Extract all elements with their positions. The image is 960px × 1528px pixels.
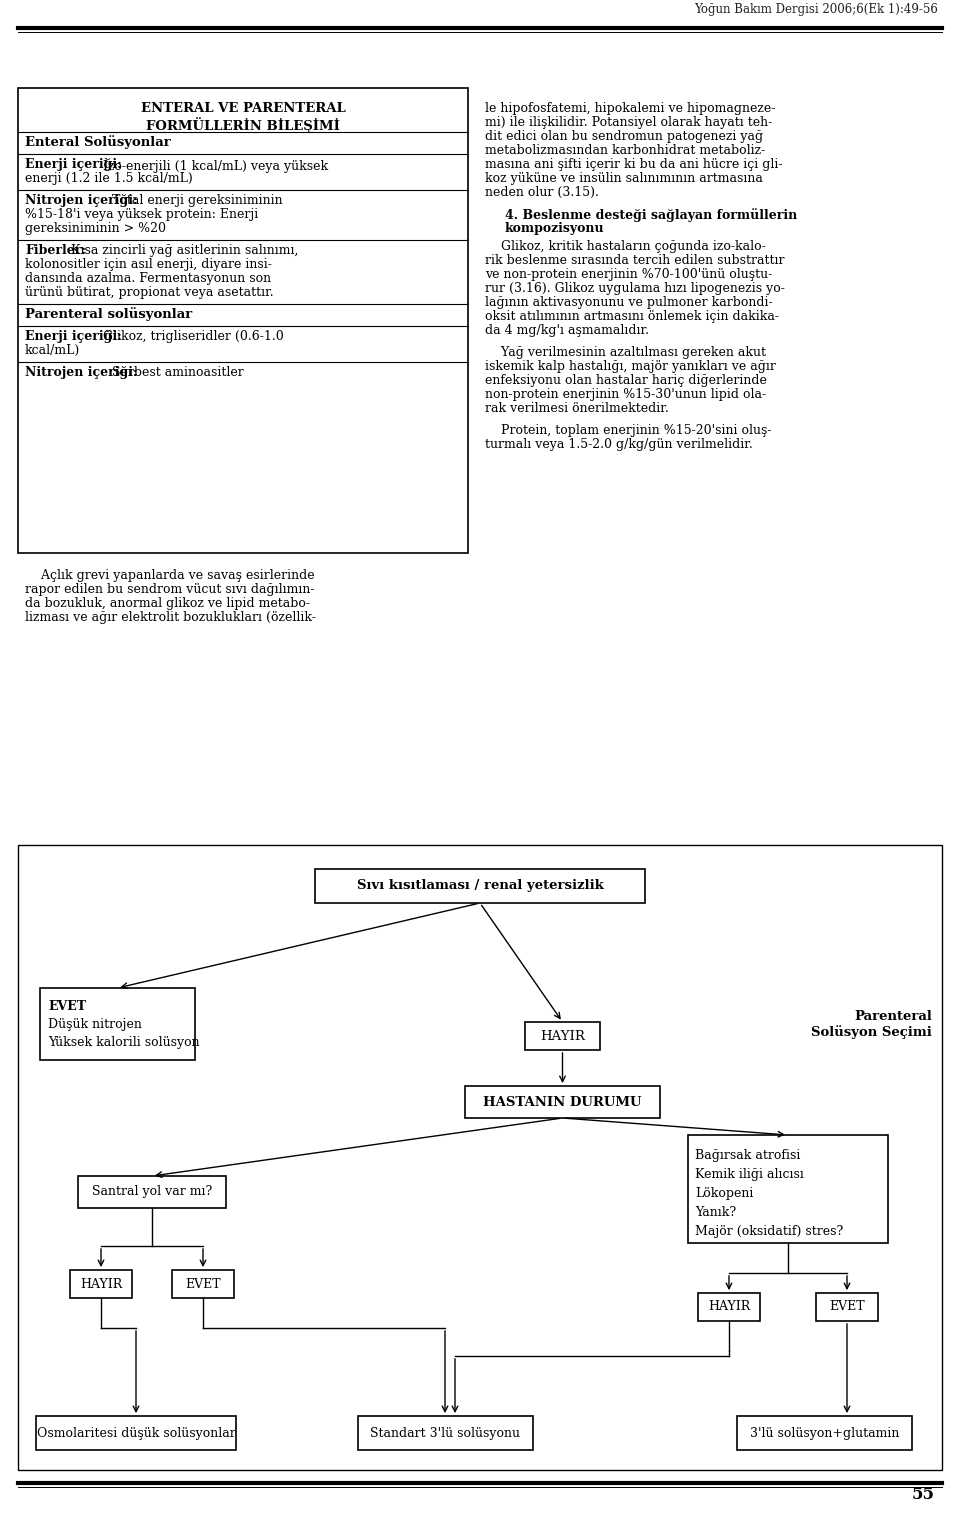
Text: Parenteral solüsyonlar: Parenteral solüsyonlar	[25, 307, 192, 321]
Text: da 4 mg/kg'ı aşmamalıdır.: da 4 mg/kg'ı aşmamalıdır.	[485, 324, 649, 338]
Text: lizması ve ağır elektrolit bozuklukları (özellik-: lizması ve ağır elektrolit bozuklukları …	[25, 611, 316, 623]
Text: kolonositler için asıl enerji, diyare insi-: kolonositler için asıl enerji, diyare in…	[25, 258, 272, 270]
Text: metabolizmasından karbonhidrat metaboliz-: metabolizmasından karbonhidrat metaboliz…	[485, 144, 765, 157]
Text: oksit atılımının artmasını önlemek için dakika-: oksit atılımının artmasını önlemek için …	[485, 310, 779, 322]
Text: ENTERAL VE PARENTERAL: ENTERAL VE PARENTERAL	[140, 102, 346, 115]
Text: masına ani şifti içerir ki bu da ani hücre içi gli-: masına ani şifti içerir ki bu da ani hüc…	[485, 157, 782, 171]
Text: 55: 55	[912, 1487, 935, 1504]
Text: Kısa zincirli yağ asitlerinin salınımı,: Kısa zincirli yağ asitlerinin salınımı,	[71, 244, 299, 257]
Text: Enteral Solüsyonlar: Enteral Solüsyonlar	[25, 134, 171, 148]
Text: Yanık?: Yanık?	[695, 1206, 736, 1219]
Text: dansında azalma. Fermentasyonun son: dansında azalma. Fermentasyonun son	[25, 272, 271, 286]
Bar	[737, 1416, 912, 1450]
Bar	[315, 869, 645, 903]
Text: rur (3.16). Glikoz uygulama hızı lipogenezis yo-: rur (3.16). Glikoz uygulama hızı lipogen…	[485, 283, 785, 295]
Text: mi) ile ilişkilidir. Potansiyel olarak hayatı teh-: mi) ile ilişkilidir. Potansiyel olarak h…	[485, 116, 772, 128]
Bar	[688, 1135, 888, 1242]
Bar	[525, 1022, 600, 1050]
Bar	[78, 1177, 226, 1209]
Text: Sıvı kısıtlaması / renal yetersizlik: Sıvı kısıtlaması / renal yetersizlik	[356, 880, 604, 892]
Text: EVET: EVET	[48, 999, 86, 1013]
Text: HAYIR: HAYIR	[540, 1030, 585, 1042]
Text: Protein, toplam enerjinin %15-20'sini oluş-: Protein, toplam enerjinin %15-20'sini ol…	[485, 423, 772, 437]
Text: Osmolaritesi düşük solüsyonlar: Osmolaritesi düşük solüsyonlar	[36, 1427, 235, 1439]
Text: Yüksek kalorili solüsyon: Yüksek kalorili solüsyon	[48, 1036, 200, 1050]
Text: Nitrojen içeriği:: Nitrojen içeriği:	[25, 367, 137, 379]
Text: İzo-enerjili (1 kcal/mL) veya yüksek: İzo-enerjili (1 kcal/mL) veya yüksek	[103, 157, 328, 173]
Text: dit edici olan bu sendromun patogenezi yağ: dit edici olan bu sendromun patogenezi y…	[485, 130, 763, 144]
Bar	[36, 1416, 236, 1450]
Text: Enerji içeriği:: Enerji içeriği:	[25, 157, 122, 171]
Text: neden olur (3.15).: neden olur (3.15).	[485, 186, 599, 199]
Text: Nitrojen içeriği:: Nitrojen içeriği:	[25, 194, 137, 206]
Bar	[18, 845, 942, 1470]
Text: gereksiniminin > %20: gereksiniminin > %20	[25, 222, 166, 235]
Text: Glikoz, trigliseridler (0.6-1.0: Glikoz, trigliseridler (0.6-1.0	[103, 330, 284, 342]
Text: Lökopeni: Lökopeni	[695, 1187, 754, 1199]
Text: HAYIR: HAYIR	[708, 1300, 750, 1314]
Text: Yoğun Bakım Dergisi 2006;6(Ek 1):49-56: Yoğun Bakım Dergisi 2006;6(Ek 1):49-56	[694, 3, 938, 15]
Text: turmalı veya 1.5-2.0 g/kg/gün verilmelidir.: turmalı veya 1.5-2.0 g/kg/gün verilmelid…	[485, 439, 753, 451]
Bar	[70, 1270, 132, 1297]
Text: rapor edilen bu sendrom vücut sıvı dağılımın-: rapor edilen bu sendrom vücut sıvı dağıl…	[25, 584, 315, 596]
Text: Kemik iliği alıcısı: Kemik iliği alıcısı	[695, 1167, 804, 1181]
Text: 3'lü solüsyon+glutamin: 3'lü solüsyon+glutamin	[750, 1427, 900, 1439]
Text: enfeksiyonu olan hastalar hariç diğerlerinde: enfeksiyonu olan hastalar hariç diğerler…	[485, 374, 767, 387]
Text: enerji (1.2 ile 1.5 kcal/mL): enerji (1.2 ile 1.5 kcal/mL)	[25, 173, 193, 185]
Text: Serbest aminoasitler: Serbest aminoasitler	[112, 367, 244, 379]
Text: rik beslenme sırasında tercih edilen substrattır: rik beslenme sırasında tercih edilen sub…	[485, 254, 784, 267]
Text: iskemik kalp hastalığı, majör yanıkları ve ağır: iskemik kalp hastalığı, majör yanıkları …	[485, 361, 776, 373]
Text: Fiberler:: Fiberler:	[25, 244, 86, 257]
Text: EVET: EVET	[185, 1277, 221, 1291]
Text: non-protein enerjinin %15-30'unun lipid ola-: non-protein enerjinin %15-30'unun lipid …	[485, 388, 766, 400]
Text: lağının aktivasyonunu ve pulmoner karbondi-: lağının aktivasyonunu ve pulmoner karbon…	[485, 296, 773, 309]
Text: Santral yol var mı?: Santral yol var mı?	[92, 1186, 212, 1198]
Bar	[357, 1416, 533, 1450]
Bar	[816, 1293, 878, 1322]
Text: HASTANIN DURUMU: HASTANIN DURUMU	[483, 1096, 641, 1108]
Text: Majör (oksidatif) stres?: Majör (oksidatif) stres?	[695, 1225, 843, 1238]
Text: Açlık grevi yapanlarda ve savaş esirlerinde: Açlık grevi yapanlarda ve savaş esirleri…	[25, 568, 315, 582]
Text: Yağ verilmesinin azaltılması gereken akut: Yağ verilmesinin azaltılması gereken aku…	[485, 345, 766, 359]
Text: rak verilmesi önerilmektedir.: rak verilmesi önerilmektedir.	[485, 402, 669, 416]
Text: kcal/mL): kcal/mL)	[25, 344, 81, 358]
Text: Parenteral
Solüsyon Seçimi: Parenteral Solüsyon Seçimi	[811, 1010, 932, 1039]
Bar	[465, 1086, 660, 1118]
Text: 4. Beslenme desteği sağlayan formüllerin: 4. Beslenme desteği sağlayan formüllerin	[505, 208, 797, 222]
Text: Standart 3'lü solüsyonu: Standart 3'lü solüsyonu	[370, 1427, 520, 1439]
Text: Bağırsak atrofisi: Bağırsak atrofisi	[695, 1149, 801, 1161]
Text: le hipofosfatemi, hipokalemi ve hipomagneze-: le hipofosfatemi, hipokalemi ve hipomagn…	[485, 102, 776, 115]
Bar	[18, 89, 468, 553]
Text: HAYIR: HAYIR	[80, 1277, 122, 1291]
Text: FORMÜLLERİN BİLEŞİMİ: FORMÜLLERİN BİLEŞİMİ	[146, 118, 340, 133]
Text: Düşük nitrojen: Düşük nitrojen	[48, 1018, 142, 1031]
Text: ve non-protein enerjinin %70-100'ünü oluştu-: ve non-protein enerjinin %70-100'ünü olu…	[485, 267, 772, 281]
Bar	[172, 1270, 234, 1297]
Text: Glikoz, kritik hastaların çoğunda izo-kalo-: Glikoz, kritik hastaların çoğunda izo-ka…	[485, 240, 766, 254]
Text: koz yüküne ve insülin salınımının artmasına: koz yüküne ve insülin salınımının artmas…	[485, 173, 763, 185]
Text: EVET: EVET	[829, 1300, 865, 1314]
Bar	[40, 989, 195, 1060]
Text: Total enerji gereksiniminin: Total enerji gereksiniminin	[112, 194, 282, 206]
Text: ürünü bütirat, propionat veya asetattır.: ürünü bütirat, propionat veya asetattır.	[25, 286, 274, 299]
Text: da bozukluk, anormal glikoz ve lipid metabo-: da bozukluk, anormal glikoz ve lipid met…	[25, 597, 310, 610]
Bar	[698, 1293, 760, 1322]
Text: kompozisyonu: kompozisyonu	[505, 222, 605, 235]
Text: Enerji içeriği:: Enerji içeriği:	[25, 330, 122, 342]
Text: %15-18'i veya yüksek protein: Enerji: %15-18'i veya yüksek protein: Enerji	[25, 208, 258, 222]
